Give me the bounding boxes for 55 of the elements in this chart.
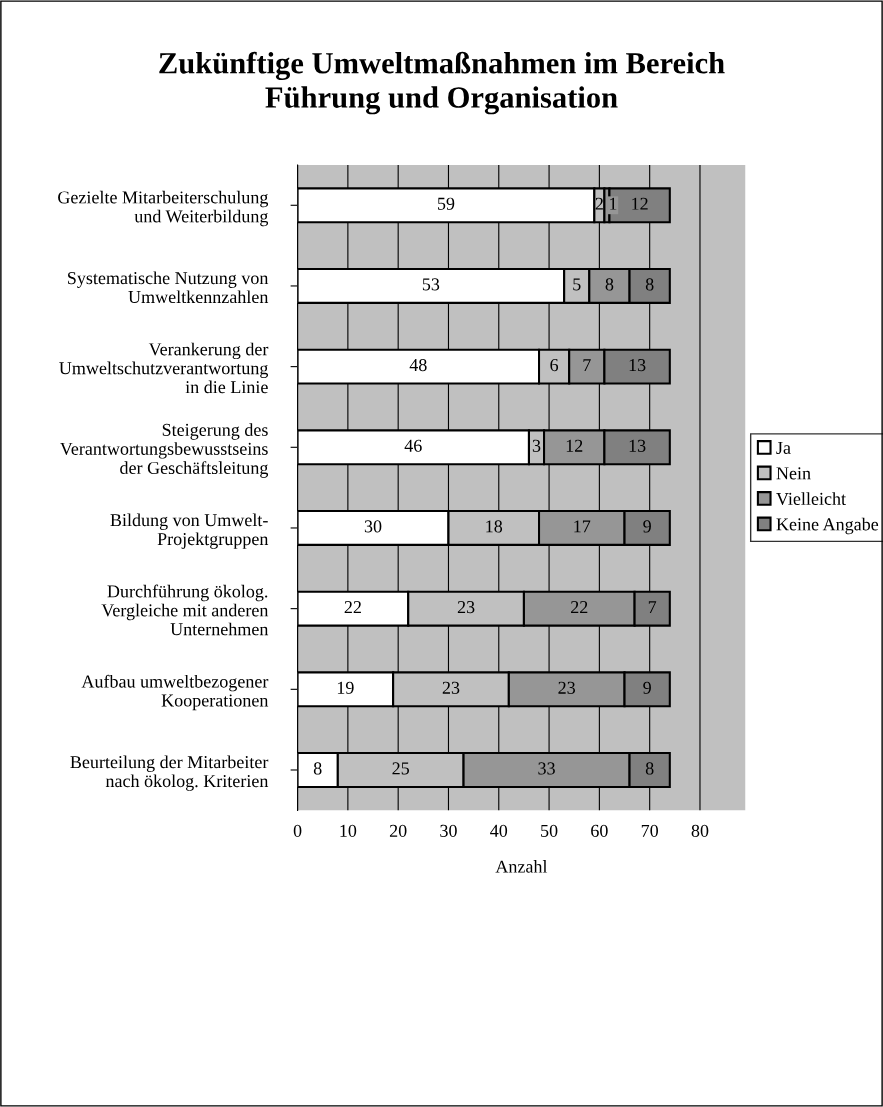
data-label: 5 xyxy=(573,278,581,291)
y-tick-label: Verankerung der Umweltschutzverantwortung in die Linie xyxy=(59,342,269,394)
y-tick-label: Aufbau umweltbezogener Kooperationen xyxy=(81,674,269,711)
data-label: 7 xyxy=(583,359,591,371)
data-label: 48 xyxy=(409,358,427,372)
x-tick-label: 20 xyxy=(389,824,407,837)
data-label: 59 xyxy=(437,197,455,210)
data-label: 8 xyxy=(645,278,654,291)
data-label: 17 xyxy=(574,520,591,533)
data-label: 13 xyxy=(629,359,646,372)
data-label: 23 xyxy=(442,681,460,694)
legend-label: Keine Angabe xyxy=(776,517,879,535)
y-tick-label: Beurteilung der Mitarbeiter nach ökolog. Kriterien xyxy=(70,755,269,791)
chart-title: Zukünftige Umweltmaßnahmen im Bereich Führung und Organisation xyxy=(159,51,725,115)
data-label: 12 xyxy=(632,197,648,210)
y-tick-label: Systematische Nutzung von Umweltkennzahlen xyxy=(68,271,269,304)
x-axis-title: Anzahl xyxy=(495,860,548,873)
data-label: 33 xyxy=(538,762,555,775)
data-label: 2 xyxy=(595,197,603,210)
y-tick-label: Bildung von Umwelt- Projektgruppen xyxy=(110,513,269,549)
y-tick-label: Gezielte Mitarbeiterschulung und Weiterbildung xyxy=(58,190,269,227)
data-label: 8 xyxy=(313,762,322,775)
data-label: 23 xyxy=(457,601,475,614)
data-label: 23 xyxy=(558,681,576,694)
data-label: 7 xyxy=(648,601,657,613)
data-label: 9 xyxy=(643,520,651,533)
y-tick-label: Durchführung ökolog. Vergleiche mit anderen Unternehmen xyxy=(101,584,269,636)
data-label: 46 xyxy=(404,439,422,452)
data-label: 8 xyxy=(605,278,614,291)
data-label: 22 xyxy=(571,601,588,613)
x-tick-label: 40 xyxy=(490,824,508,837)
data-label: 22 xyxy=(344,601,361,613)
data-label: 53 xyxy=(422,278,440,291)
x-tick-label: 70 xyxy=(641,824,659,837)
x-tick-label: 30 xyxy=(440,824,457,837)
data-label: 6 xyxy=(550,359,559,372)
data-label: 13 xyxy=(629,439,646,452)
legend-label: Ja xyxy=(776,441,791,454)
x-tick-label: 10 xyxy=(340,824,357,837)
legend-label: Nein xyxy=(776,467,811,480)
x-tick-label: 50 xyxy=(541,824,558,837)
data-label: 1 xyxy=(610,197,617,210)
data-label: 25 xyxy=(392,762,410,775)
data-label: 30 xyxy=(364,520,382,533)
x-tick-label: 80 xyxy=(691,824,709,837)
data-label: 18 xyxy=(486,520,503,533)
y-tick-label: Steigerung des Verantwortungsbewusstseins der Geschäftsleitung xyxy=(59,423,269,478)
x-tick-label: 0 xyxy=(293,824,302,837)
data-label: 12 xyxy=(566,439,583,452)
data-label: 3 xyxy=(532,439,541,452)
data-label: 8 xyxy=(645,762,654,775)
data-label: 9 xyxy=(643,681,651,694)
legend-label: Vielleicht xyxy=(776,492,846,506)
x-tick-label: 60 xyxy=(591,824,608,837)
data-label: 19 xyxy=(337,681,354,694)
